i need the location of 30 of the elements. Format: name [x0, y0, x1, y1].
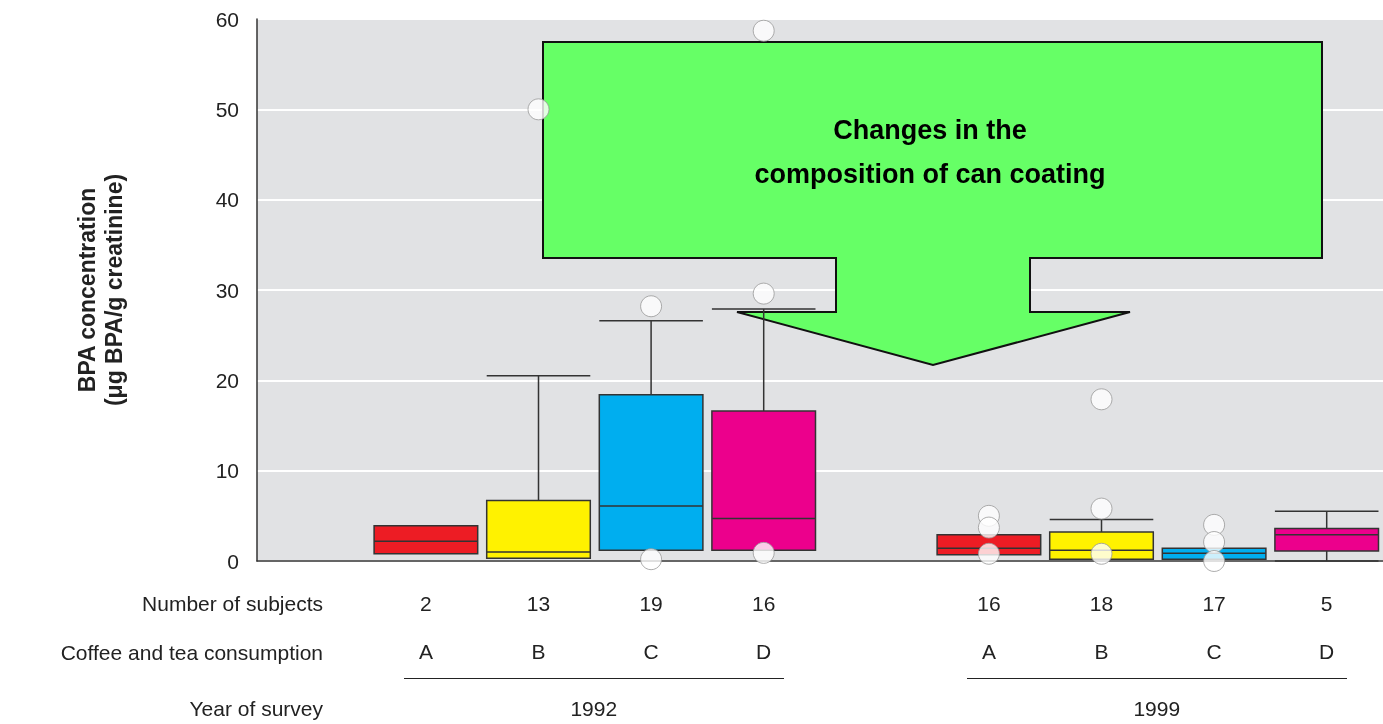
text: 18 [1089, 591, 1114, 615]
text: 1999 [1133, 696, 1181, 720]
y-tick-label: 10 [215, 459, 239, 483]
x-tick-label: C [1206, 640, 1222, 663]
text: 13 [526, 591, 551, 615]
y-axis-title: BPA concentration (μg BPA/g creatinine) [73, 173, 127, 407]
text: 17 [1202, 591, 1226, 615]
text: Year of survey [189, 696, 324, 720]
x-tick-label: B [531, 640, 546, 663]
text: 1992 [570, 696, 618, 720]
y-tick-label: 20 [215, 368, 239, 392]
x-tick-label: D [756, 640, 772, 663]
x-tick-label: C [643, 640, 659, 663]
y-tick-label: 0 [227, 549, 239, 573]
text: Number of subjects [142, 591, 323, 615]
text: 16 [977, 591, 1001, 615]
x-tick-label: D [1319, 640, 1335, 663]
y-tick-label: 50 [215, 97, 239, 121]
text: 5 [1320, 591, 1333, 615]
text: 2 [420, 591, 432, 615]
text: 19 [639, 591, 663, 615]
annotation: Changes in the composition of can coating [754, 115, 1106, 189]
y-tick-label: 60 [215, 7, 239, 31]
x-tick-label: B [1094, 640, 1109, 663]
x-tick-label: A [418, 640, 433, 663]
x-axis-title: Coffee and tea consumption [60, 640, 323, 664]
y-tick-label: 40 [215, 188, 239, 212]
y-tick-label: 30 [215, 278, 239, 302]
x-tick-label: A [981, 640, 996, 663]
text: 16 [752, 591, 776, 615]
